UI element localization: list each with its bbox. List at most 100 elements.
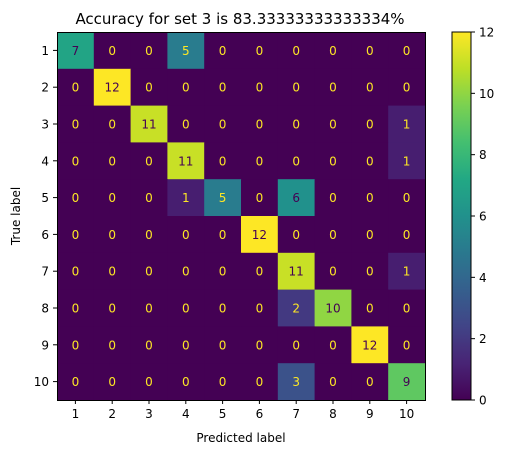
cell-value-label: 6	[292, 191, 300, 205]
y-tick-label: 5	[41, 191, 49, 205]
heatmap-cell	[388, 289, 426, 327]
heatmap-cell	[167, 289, 205, 327]
heatmap-cell	[130, 68, 168, 107]
heatmap-cell	[388, 68, 426, 107]
heatmap-cell	[93, 32, 132, 70]
cell-value-label: 5	[182, 44, 190, 58]
heatmap-cell	[388, 216, 426, 254]
cell-value-label: 0	[72, 228, 80, 242]
cell-value-label: 0	[403, 338, 411, 352]
y-tick-label: 7	[41, 265, 49, 279]
heatmap-cell	[277, 32, 316, 70]
heatmap-cell	[93, 326, 132, 364]
cell-value-label: 0	[108, 338, 116, 352]
cell-value-label: 0	[182, 375, 190, 389]
cell-value-label: 0	[72, 338, 80, 352]
cell-value-label: 5	[219, 191, 227, 205]
cell-value-label: 11	[141, 118, 156, 132]
heatmap-cell	[204, 216, 242, 254]
colorbar-tick-label: 10	[479, 87, 494, 101]
cell-value-label: 0	[256, 44, 264, 58]
cell-value-label: 0	[72, 81, 80, 95]
heatmap-cell	[204, 252, 242, 291]
heatmap-cell	[314, 363, 352, 401]
heatmap-cell	[351, 32, 389, 70]
heatmap-cell	[388, 252, 426, 291]
heatmap-cell	[241, 363, 279, 401]
cell-value-label: 0	[182, 302, 190, 316]
cell-value-label: 0	[256, 118, 264, 132]
y-tick-label: 8	[41, 302, 49, 316]
heatmap-cell	[57, 179, 95, 217]
cell-value-label: 2	[292, 302, 300, 316]
x-tick-label: 9	[366, 407, 374, 421]
cell-value-label: 0	[145, 154, 153, 168]
colorbar-tick-label: 6	[479, 210, 487, 224]
heatmap-cell	[241, 179, 279, 217]
heatmap-cell	[388, 179, 426, 217]
x-axis: 1 2 3 4 5 6 7 8 9 10	[72, 400, 414, 421]
cell-value-label: 0	[256, 81, 264, 95]
plot-frame	[57, 32, 426, 401]
cell-value-label: 12	[362, 338, 377, 352]
heatmap-cell	[130, 289, 168, 327]
cell-value-label: 1	[403, 118, 411, 132]
heatmap-cell	[388, 142, 426, 180]
heatmap-cell	[241, 68, 279, 107]
cell-value-label: 0	[108, 191, 116, 205]
heatmap-cell	[277, 179, 316, 217]
y-tick-label: 3	[41, 118, 49, 132]
heatmap-cell	[167, 32, 205, 70]
cell-value-label: 0	[329, 375, 337, 389]
cell-value-label: 0	[366, 191, 374, 205]
x-tick-label: 7	[292, 407, 300, 421]
heatmap-cell	[314, 105, 352, 143]
x-axis-label: Predicted label	[196, 431, 285, 445]
cell-value-label: 0	[366, 118, 374, 132]
y-tick-label: 4	[41, 154, 49, 168]
y-axis: 1 2 3 4 5 6 7 8 9 10	[34, 44, 57, 389]
cell-value-label: 0	[145, 302, 153, 316]
cell-value-label: 0	[145, 228, 153, 242]
heatmap-cell	[167, 142, 205, 180]
cell-value-label: 0	[403, 191, 411, 205]
heatmap-cell	[314, 142, 352, 180]
cell-value-label: 0	[72, 375, 80, 389]
heatmap-cell	[130, 216, 168, 254]
cell-value-label: 0	[329, 81, 337, 95]
heatmap-cell	[130, 179, 168, 217]
heatmap-cell	[93, 179, 132, 217]
x-tick-label: 5	[219, 407, 227, 421]
cell-value-label: 0	[292, 81, 300, 95]
colorbar-tick-label: 12	[479, 26, 494, 40]
heatmap-cell	[167, 252, 205, 291]
heatmap-cell	[314, 326, 352, 364]
heatmap-cell	[204, 363, 242, 401]
cell-value-label: 0	[366, 154, 374, 168]
heatmap-cell	[388, 363, 426, 401]
cell-value-label: 9	[403, 375, 411, 389]
cell-value-label: 0	[182, 118, 190, 132]
heatmap-cell	[351, 363, 389, 401]
heatmap-cell	[351, 179, 389, 217]
heatmap-cell	[314, 216, 352, 254]
cell-value-label: 0	[145, 81, 153, 95]
heatmap-cell	[351, 68, 389, 107]
heatmap-cell	[167, 363, 205, 401]
heatmap-cell	[167, 179, 205, 217]
cell-value-label: 0	[256, 154, 264, 168]
cell-value-label: 3	[292, 375, 300, 389]
heatmap-cell	[93, 363, 132, 401]
heatmap-cell	[93, 105, 132, 143]
cell-value-label: 0	[219, 154, 227, 168]
cell-value-label: 0	[72, 118, 80, 132]
heatmap-cell	[57, 68, 95, 107]
cell-value-label: 0	[108, 118, 116, 132]
heatmap-cell	[57, 326, 95, 364]
cell-value-label: 0	[182, 228, 190, 242]
cell-value-label: 0	[219, 302, 227, 316]
cell-value-label: 0	[292, 154, 300, 168]
heatmap-cell	[204, 326, 242, 364]
colorbar	[451, 31, 472, 401]
cell-value-label: 0	[329, 191, 337, 205]
